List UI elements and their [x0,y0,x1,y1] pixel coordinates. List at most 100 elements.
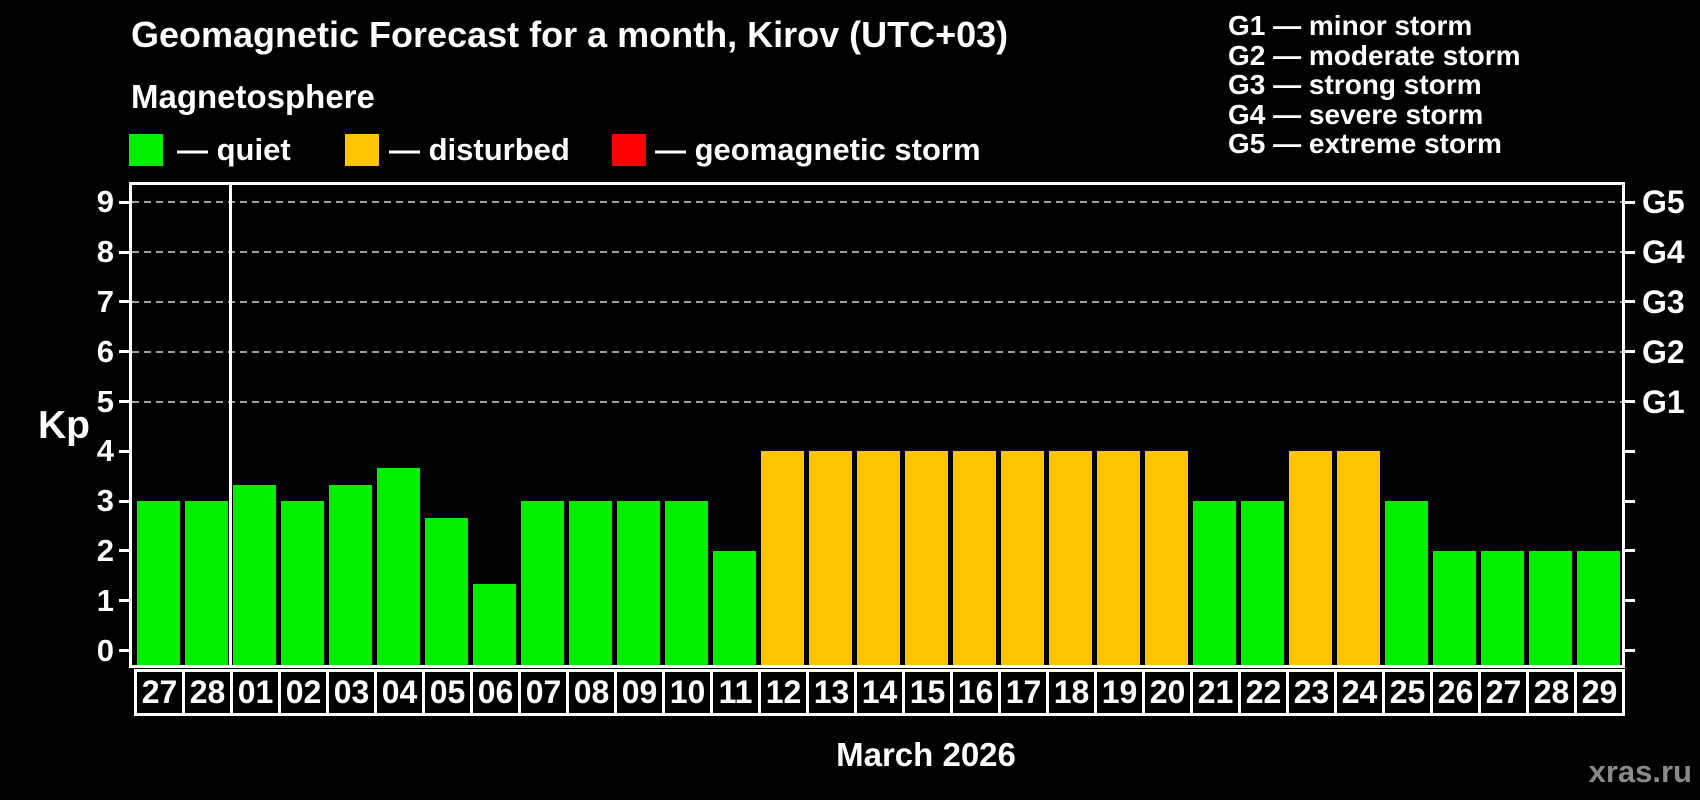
kp-bar-10 [665,501,708,665]
date-cell-12: 12 [758,669,809,716]
kp-bar-24 [1337,451,1380,665]
kp-bar-09 [617,501,660,665]
storm-legend-label: — geomagnetic storm [655,132,981,167]
date-cell-28: 28 [182,669,233,716]
date-cell-04: 04 [374,669,425,716]
y-tick-label-2: 2 [96,533,114,568]
date-cell-27: 27 [134,669,185,716]
y-axis-tick-right-4 [1625,450,1635,453]
grid-line-kp8 [132,251,1622,253]
date-cell-20: 20 [1142,669,1193,716]
y-tick-label-3: 3 [96,483,114,518]
y-axis-tick-left-7 [119,300,129,303]
date-cell-14: 14 [854,669,905,716]
storm-scale-line-g1: G1 — minor storm [1228,10,1473,41]
date-cell-05: 05 [422,669,473,716]
quiet-legend-label: — quiet [177,132,291,167]
kp-bar-03 [329,485,372,665]
y-axis-tick-right-9 [1625,201,1635,204]
y-axis-tick-right-0 [1625,649,1635,652]
y-axis-tick-right-3 [1625,500,1635,503]
kp-bar-04 [377,468,420,665]
kp-bar-16 [953,451,996,665]
g-axis-label-g2: G2 [1642,334,1685,370]
kp-axis-label: Kp [38,404,90,447]
date-cell-10: 10 [662,669,713,716]
kp-bar-25 [1385,501,1428,665]
page-title: Geomagnetic Forecast for a month, Kirov … [131,14,1009,55]
kp-bar-15 [905,451,948,665]
month-separator-line [229,185,232,665]
month-label: March 2026 [836,736,1016,773]
y-axis-tick-left-0 [119,649,129,652]
kp-bar-02 [281,501,324,665]
date-cell-03: 03 [326,669,377,716]
y-tick-label-8: 8 [96,234,114,269]
date-cell-16: 16 [950,669,1001,716]
disturbed-legend-label: — disturbed [389,132,570,167]
kp-bar-05 [425,518,468,665]
date-cell-26: 26 [1430,669,1481,716]
quiet-color-swatch [129,134,163,166]
date-cell-22: 22 [1238,669,1289,716]
grid-line-kp9 [132,201,1622,203]
y-axis-tick-left-8 [119,251,129,254]
kp-bar-17 [1001,451,1044,665]
kp-bar-14 [857,451,900,665]
y-axis-tick-right-1 [1625,599,1635,602]
y-tick-label-1: 1 [96,583,114,618]
g-axis-label-g1: G1 [1642,384,1685,420]
y-axis-tick-right-8 [1625,251,1635,254]
date-cell-01: 01 [230,669,281,716]
y-axis-tick-left-9 [119,201,129,204]
watermark-xras: xras.ru [1588,754,1692,789]
kp-bar-11 [713,551,756,665]
y-axis-tick-right-2 [1625,549,1635,552]
kp-bar-29 [1577,551,1620,665]
y-axis-tick-left-1 [119,599,129,602]
y-axis-tick-left-3 [119,500,129,503]
y-tick-label-5: 5 [96,384,114,419]
storm-scale-line-g4: G4 — severe storm [1228,98,1484,130]
grid-line-kp5 [132,401,1622,403]
date-cell-08: 08 [566,669,617,716]
kp-bar-12 [761,451,804,665]
y-tick-label-7: 7 [96,284,114,319]
y-axis-tick-right-5 [1625,400,1635,403]
storm-scale-legend: G1 — minor storm G2 — moderate storm G3 … [1228,11,1521,159]
y-axis-tick-right-6 [1625,350,1635,353]
date-cell-13: 13 [806,669,857,716]
kp-bar-23 [1289,451,1332,665]
date-cell-02: 02 [278,669,329,716]
storm-scale-line-g2: G2 — moderate storm [1228,39,1521,71]
kp-bar-20 [1145,451,1188,665]
date-cell-29: 29 [1574,669,1625,716]
date-cell-27: 27 [1478,669,1529,716]
kp-bar-27 [1481,551,1524,665]
g-axis-label-g4: G4 [1642,234,1685,270]
grid-line-kp6 [132,351,1622,353]
date-cell-23: 23 [1286,669,1337,716]
kp-bar-18 [1049,451,1092,665]
date-cell-09: 09 [614,669,665,716]
date-cell-06: 06 [470,669,521,716]
g-axis-label-g3: G3 [1642,284,1685,320]
date-cell-21: 21 [1190,669,1241,716]
date-cell-17: 17 [998,669,1049,716]
kp-bar-07 [521,501,564,665]
storm-scale-line-g3: G3 — strong storm [1228,69,1482,100]
chart-plot-area [129,182,1625,668]
storm-scale-line-g5: G5 — extreme storm [1228,128,1502,159]
kp-bar-21 [1193,501,1236,665]
kp-bar-28 [185,501,228,665]
kp-bar-13 [809,451,852,665]
y-tick-label-4: 4 [96,433,114,468]
y-axis-tick-right-7 [1625,300,1635,303]
kp-bar-01 [233,485,276,665]
date-cell-28: 28 [1526,669,1577,716]
kp-bar-06 [473,584,516,665]
kp-bar-27 [137,501,180,665]
kp-bar-26 [1433,551,1476,665]
date-cell-11: 11 [710,669,761,716]
storm-color-swatch [612,134,646,166]
